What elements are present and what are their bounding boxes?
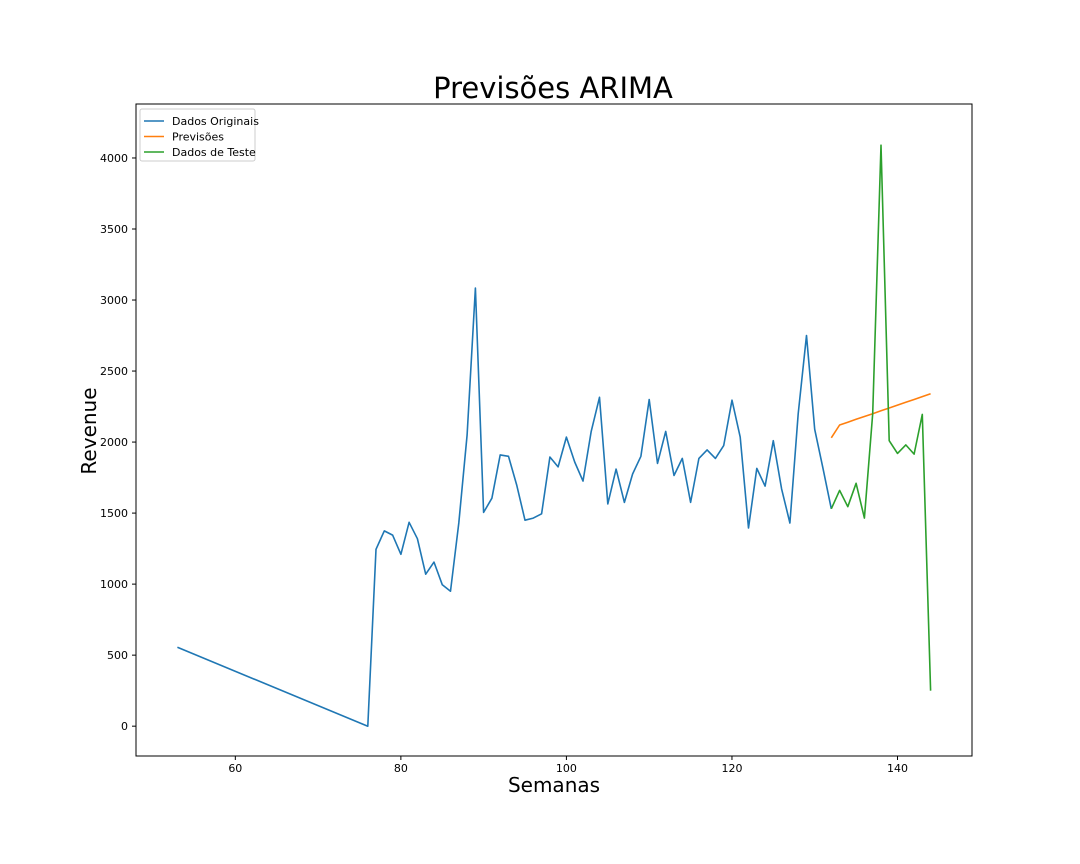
plot-lines: [177, 144, 932, 728]
y-tick-label: 0: [121, 720, 128, 733]
y-tick-label: 2000: [100, 436, 128, 449]
x-tick-label: 60: [228, 762, 242, 775]
series-line-2: [830, 144, 932, 691]
y-tick-label: 3000: [100, 294, 128, 307]
y-tick-label: 1500: [100, 507, 128, 520]
x-axis: 60 80 100 120 140: [228, 756, 908, 775]
chart-title: Previsões ARIMA: [433, 71, 673, 105]
y-axis-label: Revenue: [77, 387, 101, 474]
legend-box: [139, 108, 256, 162]
y-tick-label: 3500: [100, 223, 128, 236]
x-tick-label: 100: [556, 762, 577, 775]
x-axis-label: Semanas: [508, 773, 600, 797]
y-tick-label: 2500: [100, 365, 128, 378]
series-line-0: [177, 287, 833, 728]
legend-label-2: Dados de Teste: [172, 146, 256, 159]
plot-frame: [135, 103, 973, 757]
y-tick-label: 4000: [100, 152, 128, 165]
legend-label-0: Dados Originais: [172, 115, 259, 128]
y-tick-label: 500: [107, 649, 128, 662]
x-tick-label: 140: [887, 762, 908, 775]
legend-label-1: Previsões: [172, 131, 224, 144]
x-tick-label: 120: [721, 762, 742, 775]
x-tick-label: 80: [394, 762, 408, 775]
y-tick-label: 1000: [100, 578, 128, 591]
legend: Dados Originais Previsões Dados de Teste: [139, 108, 259, 162]
y-axis: 0 500 1000 1500 2000 2500 3000 3500 4000: [100, 152, 136, 733]
series-line-1: [830, 393, 931, 439]
